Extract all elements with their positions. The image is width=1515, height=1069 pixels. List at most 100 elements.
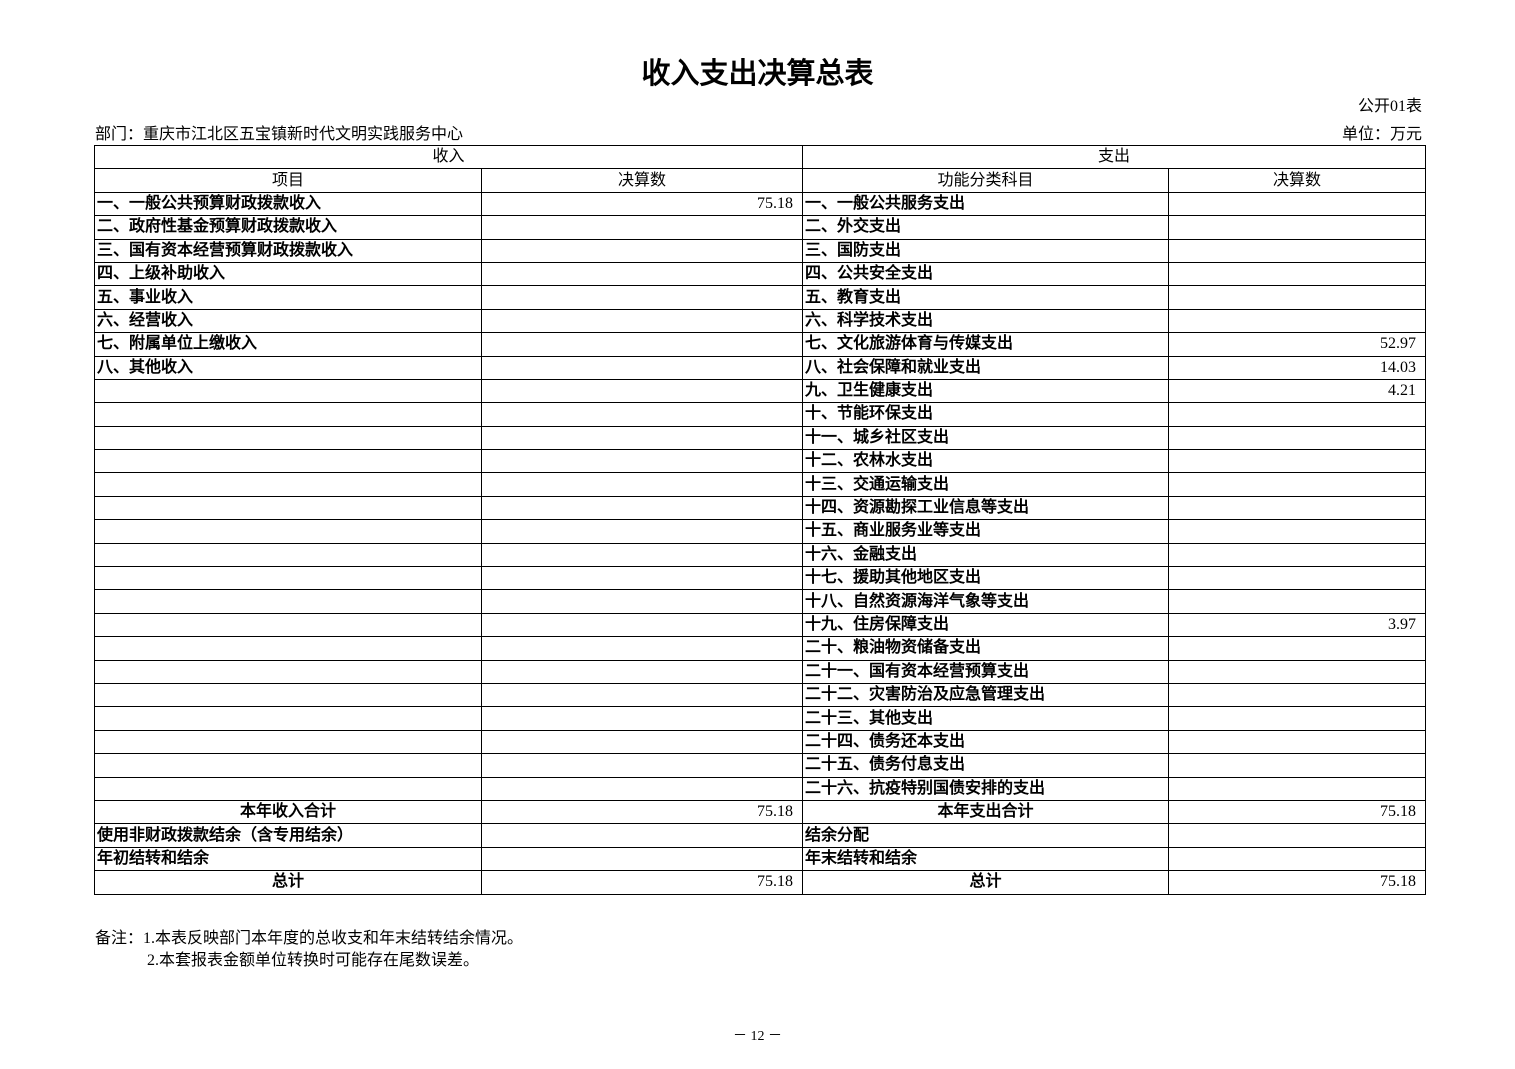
expenditure-item-label: 二十四、债务还本支出 bbox=[802, 729, 1170, 755]
expenditure-item-label: 六、科学技术支出 bbox=[802, 308, 1170, 334]
table-row: 十、节能环保支出 bbox=[94, 402, 1427, 427]
page-number: － 12 － bbox=[733, 1029, 782, 1044]
table-row: 十六、金融支出 bbox=[94, 542, 1427, 568]
income-item-label bbox=[94, 566, 482, 591]
table-row: 一、一般公共预算财政拨款收入 75.18 一、一般公共服务支出 bbox=[94, 191, 1427, 217]
income-item-label bbox=[94, 519, 482, 544]
income-item-label bbox=[94, 542, 482, 568]
table-row: 四、上级补助收入 四、公共安全支出 bbox=[94, 261, 1427, 287]
income-item-value bbox=[480, 425, 804, 451]
note-2: 2.本套报表金额单位转换时可能存在尾数误差。 bbox=[147, 952, 480, 969]
summary-expenditure-value bbox=[1168, 846, 1427, 872]
income-item-label bbox=[94, 636, 482, 661]
summary-income-value: 75.18 bbox=[480, 799, 804, 825]
expenditure-item-value bbox=[1168, 566, 1427, 591]
income-item-label bbox=[94, 776, 482, 801]
income-item-label bbox=[94, 682, 482, 708]
expenditure-item-label: 五、教育支出 bbox=[802, 285, 1170, 310]
header-row-columns: 项目 决算数 功能分类科目 决算数 bbox=[94, 168, 1427, 193]
expenditure-item-label: 二十三、其他支出 bbox=[802, 706, 1170, 731]
column-header-amount: 决算数 bbox=[480, 168, 804, 193]
expenditure-item-label: 十二、农林水支出 bbox=[802, 449, 1170, 474]
expenditure-item-value: 14.03 bbox=[1168, 355, 1427, 380]
expenditure-item-label: 二十一、国有资本经营预算支出 bbox=[802, 659, 1170, 684]
income-item-value bbox=[480, 776, 804, 801]
income-item-label bbox=[94, 472, 482, 497]
expenditure-item-label: 二、外交支出 bbox=[802, 215, 1170, 240]
expenditure-item-value bbox=[1168, 682, 1427, 708]
income-item-value bbox=[480, 402, 804, 427]
expenditure-item-label: 一、一般公共服务支出 bbox=[802, 191, 1170, 217]
summary-income-label: 使用非财政拨款结余（含专用结余） bbox=[94, 823, 482, 848]
expenditure-item-value bbox=[1168, 285, 1427, 310]
expenditure-item-label: 十、节能环保支出 bbox=[802, 402, 1170, 427]
column-header-function-item: 功能分类科目 bbox=[802, 168, 1170, 193]
summary-expenditure-value: 75.18 bbox=[1168, 799, 1427, 825]
expenditure-item-label: 八、社会保障和就业支出 bbox=[802, 355, 1170, 380]
table-row: 十一、城乡社区支出 bbox=[94, 425, 1427, 451]
table-row: 二十二、灾害防治及应急管理支出 bbox=[94, 682, 1427, 708]
income-item-value bbox=[480, 753, 804, 778]
income-item-label: 六、经营收入 bbox=[94, 308, 482, 334]
income-item-value bbox=[480, 215, 804, 240]
income-item-value bbox=[480, 332, 804, 357]
summary-row: 年初结转和结余 年末结转和结余 bbox=[94, 846, 1427, 872]
table-row: 十九、住房保障支出 3.97 bbox=[94, 612, 1427, 638]
expenditure-item-value bbox=[1168, 215, 1427, 240]
expenditure-item-label: 二十五、债务付息支出 bbox=[802, 753, 1170, 778]
expenditure-item-value bbox=[1168, 589, 1427, 614]
summary-expenditure-value bbox=[1168, 823, 1427, 848]
table-row: 五、事业收入 五、教育支出 bbox=[94, 285, 1427, 310]
summary-expenditure-label: 本年支出合计 bbox=[802, 799, 1170, 825]
income-item-value bbox=[480, 261, 804, 287]
table-row: 二十四、债务还本支出 bbox=[94, 729, 1427, 755]
expenditure-item-value bbox=[1168, 706, 1427, 731]
table-row: 十八、自然资源海洋气象等支出 bbox=[94, 589, 1427, 614]
income-item-value bbox=[480, 589, 804, 614]
table-row: 二、政府性基金预算财政拨款收入 二、外交支出 bbox=[94, 215, 1427, 240]
expenditure-section-header: 支出 bbox=[802, 144, 1427, 170]
income-item-value bbox=[480, 238, 804, 263]
expenditure-item-label: 十七、援助其他地区支出 bbox=[802, 566, 1170, 591]
expenditure-item-value: 52.97 bbox=[1168, 332, 1427, 357]
department-label: 部门：重庆市江北区五宝镇新时代文明实践服务中心 bbox=[95, 126, 464, 143]
income-item-value bbox=[480, 729, 804, 755]
expenditure-item-value: 3.97 bbox=[1168, 612, 1427, 638]
expenditure-item-value bbox=[1168, 402, 1427, 427]
income-item-value bbox=[480, 449, 804, 474]
expenditure-item-label: 九、卫生健康支出 bbox=[802, 378, 1170, 404]
income-item-label bbox=[94, 706, 482, 731]
summary-row: 总计 75.18 总计 75.18 bbox=[94, 870, 1427, 895]
income-item-value bbox=[480, 706, 804, 731]
summary-expenditure-value: 75.18 bbox=[1168, 870, 1427, 895]
income-expenditure-table: 收入 支出 项目 决算数 功能分类科目 决算数 一、一般公共预算财政拨款收入 75… bbox=[93, 144, 1427, 895]
expenditure-item-value bbox=[1168, 261, 1427, 287]
expenditure-item-label: 十四、资源勘探工业信息等支出 bbox=[802, 495, 1170, 521]
income-item-value bbox=[480, 566, 804, 591]
expenditure-item-label: 十九、住房保障支出 bbox=[802, 612, 1170, 638]
income-item-label: 五、事业收入 bbox=[94, 285, 482, 310]
expenditure-item-value bbox=[1168, 472, 1427, 497]
income-item-value bbox=[480, 612, 804, 638]
expenditure-item-value bbox=[1168, 729, 1427, 755]
income-item-label: 四、上级补助收入 bbox=[94, 261, 482, 287]
expenditure-item-label: 二十六、抗疫特别国债安排的支出 bbox=[802, 776, 1170, 801]
summary-income-value bbox=[480, 846, 804, 872]
income-item-value: 75.18 bbox=[480, 191, 804, 217]
expenditure-item-value bbox=[1168, 308, 1427, 334]
expenditure-item-label: 三、国防支出 bbox=[802, 238, 1170, 263]
income-item-label bbox=[94, 495, 482, 521]
table-row: 二十、粮油物资储备支出 bbox=[94, 636, 1427, 661]
income-item-label: 二、政府性基金预算财政拨款收入 bbox=[94, 215, 482, 240]
expenditure-item-label: 七、文化旅游体育与传媒支出 bbox=[802, 332, 1170, 357]
table-row: 三、国有资本经营预算财政拨款收入 三、国防支出 bbox=[94, 238, 1427, 263]
income-item-label bbox=[94, 402, 482, 427]
table-row: 二十一、国有资本经营预算支出 bbox=[94, 659, 1427, 684]
table-row: 二十三、其他支出 bbox=[94, 706, 1427, 731]
table-row: 二十六、抗疫特别国债安排的支出 bbox=[94, 776, 1427, 801]
table-row: 十二、农林水支出 bbox=[94, 449, 1427, 474]
summary-income-label: 总计 bbox=[94, 870, 482, 895]
income-item-value bbox=[480, 472, 804, 497]
summary-income-value bbox=[480, 823, 804, 848]
